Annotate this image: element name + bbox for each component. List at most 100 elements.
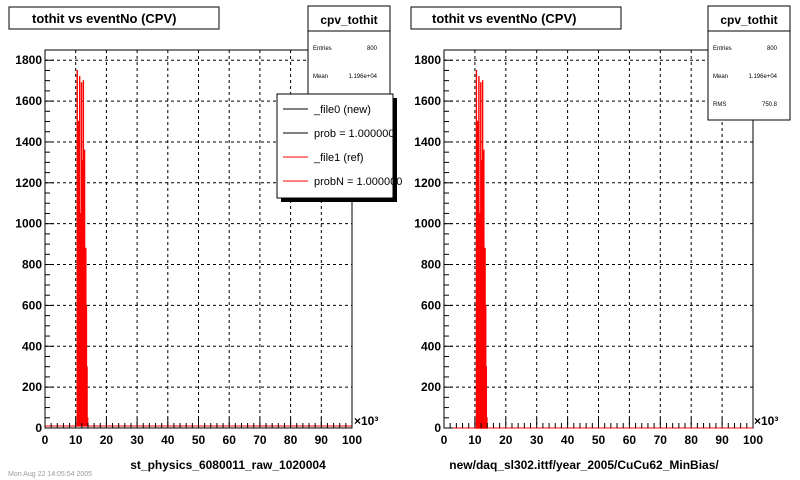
right-x-tick-label-0: 0 bbox=[441, 433, 448, 447]
right-stats-value-2: 750.8 bbox=[762, 102, 778, 108]
right-series-point bbox=[482, 339, 484, 341]
left-y-tick-label-9: 1800 bbox=[15, 53, 42, 67]
left-series-point bbox=[86, 366, 88, 368]
left-series-point bbox=[82, 80, 84, 82]
left-x-tick-label-7: 70 bbox=[253, 433, 267, 447]
left-series-point bbox=[85, 304, 88, 307]
right-pad: tothit vs eventNo (CPV) 0 10 20 30 40 50 60 70 8… bbox=[410, 5, 791, 472]
left-series-point bbox=[79, 75, 81, 78]
right-x-tick-label-7: 70 bbox=[654, 433, 668, 447]
left-y-tick-label-6: 1200 bbox=[15, 176, 42, 190]
right-series-point bbox=[480, 82, 482, 84]
right-y-tick-label-9: 1800 bbox=[414, 53, 441, 67]
left-series-point bbox=[85, 247, 87, 249]
left-stats-label-0: Entries bbox=[313, 46, 332, 52]
left-y-tick-label-8: 1600 bbox=[15, 94, 42, 108]
right-series-point bbox=[486, 417, 488, 419]
left-series-point bbox=[83, 339, 85, 341]
left-x-ticks: 0 10 20 30 40 50 60 70 80 90 100 bbox=[42, 418, 362, 447]
right-title: tothit vs eventNo (CPV) bbox=[432, 11, 576, 26]
right-stats-label-0: Entries bbox=[713, 46, 732, 52]
right-stats-box bbox=[707, 5, 791, 121]
left-series-point bbox=[81, 335, 83, 337]
right-title-box bbox=[410, 6, 622, 30]
left-title: tothit vs eventNo (CPV) bbox=[32, 11, 176, 26]
right-x-ticks: 0 10 20 30 40 50 60 70 80 90 100 bbox=[441, 418, 763, 447]
right-y-tick-label-2: 400 bbox=[421, 339, 441, 353]
footer-timestamp: Mon Aug 22 14:05:54 2005 bbox=[8, 471, 92, 478]
left-y-ticks: 0 200 400 600 800 1000 1200 1400 1600 1800 bbox=[15, 53, 54, 435]
right-y-tick-label-1: 200 bbox=[421, 380, 441, 394]
right-x-tick-label-6: 60 bbox=[623, 433, 637, 447]
right-series-point bbox=[485, 366, 487, 368]
right-x-multiplier: ×10³ bbox=[754, 414, 778, 428]
left-x-axis-label: st_physics_6080011_raw_1020004 bbox=[130, 458, 326, 472]
left-stats-label-1: Mean bbox=[313, 74, 328, 80]
left-series-point bbox=[82, 159, 84, 161]
right-series-point bbox=[485, 304, 487, 307]
right-x-tick-label-8: 80 bbox=[685, 433, 699, 447]
left-stats-title: cpv_tothit bbox=[320, 13, 377, 27]
right-x-tick-label-10: 100 bbox=[743, 433, 763, 447]
left-x-tick-label-3: 30 bbox=[130, 433, 144, 447]
left-y-tick-label-4: 800 bbox=[22, 258, 42, 272]
right-series-point bbox=[482, 80, 484, 82]
right-x-tick-label-2: 20 bbox=[499, 433, 513, 447]
left-series-line-0 bbox=[76, 70, 89, 427]
right-series-point bbox=[476, 345, 478, 347]
left-x-tick-label-1: 10 bbox=[69, 433, 83, 447]
left-x-tick-label-8: 80 bbox=[284, 433, 298, 447]
left-stats-value-1: 1.196e+04 bbox=[348, 74, 377, 80]
left-series-point bbox=[80, 212, 82, 215]
left-series-point bbox=[79, 341, 81, 343]
right-stats-value-0: 800 bbox=[767, 46, 778, 52]
right-y-tick-label-4: 800 bbox=[421, 258, 441, 272]
right-y-tick-label-6: 1200 bbox=[414, 176, 441, 190]
right-x-tick-label-3: 30 bbox=[530, 433, 544, 447]
right-x-tick-label-5: 50 bbox=[592, 433, 606, 447]
left-y-tick-label-2: 400 bbox=[22, 339, 42, 353]
right-series-point bbox=[480, 335, 482, 337]
left-y-tick-label-3: 600 bbox=[22, 298, 42, 312]
left-stats-box bbox=[307, 5, 391, 111]
right-series-line-0 bbox=[475, 70, 488, 429]
right-y-tick-label-5: 1000 bbox=[414, 217, 441, 231]
right-series-point bbox=[478, 75, 480, 78]
left-stats-value-0: 800 bbox=[367, 46, 378, 52]
right-y-tick-label-0: 0 bbox=[434, 421, 441, 435]
left-x-multiplier: ×10³ bbox=[354, 414, 378, 428]
left-series-point bbox=[78, 151, 80, 153]
right-x-axis-label: new/daq_sl302.ittf/year_2005/CuCu62_MinB… bbox=[449, 458, 719, 472]
right-series-point bbox=[477, 151, 479, 153]
right-series-point bbox=[475, 69, 478, 72]
right-series-point bbox=[484, 247, 486, 249]
left-series-point bbox=[77, 120, 80, 123]
right-series-point bbox=[481, 159, 483, 161]
right-x-tick-label-9: 90 bbox=[715, 433, 729, 447]
right-series-point bbox=[483, 149, 485, 151]
left-y-tick-label-0: 0 bbox=[35, 421, 42, 435]
right-stats-title: cpv_tothit bbox=[720, 13, 777, 27]
left-x-tick-label-2: 20 bbox=[100, 433, 114, 447]
right-stats-value-1: 1.196e+04 bbox=[748, 74, 777, 80]
right-series-point bbox=[477, 120, 479, 123]
right-x-tick-label-4: 40 bbox=[561, 433, 575, 447]
left-x-tick-label-4: 40 bbox=[161, 433, 175, 447]
right-x-tick-label-1: 10 bbox=[468, 433, 482, 447]
legend-label-0: _file0 (new) bbox=[313, 104, 371, 116]
left-series-point bbox=[76, 69, 78, 72]
right-series-point bbox=[483, 372, 486, 374]
left-x-tick-label-9: 90 bbox=[315, 433, 329, 447]
left-title-box bbox=[8, 6, 220, 30]
right-stats-label-2: RMS bbox=[713, 102, 726, 108]
left-series-point bbox=[84, 149, 86, 151]
left-x-tick-label-10: 100 bbox=[342, 433, 362, 447]
right-stats-label-1: Mean bbox=[713, 74, 728, 80]
left-series-point bbox=[77, 345, 79, 347]
right-y-ticks: 0 200 400 600 800 1000 1200 1400 1600 1800 bbox=[414, 53, 453, 435]
left-x-tick-label-5: 50 bbox=[192, 433, 206, 447]
left-series-point bbox=[80, 82, 83, 84]
left-legend-box[interactable] bbox=[276, 93, 394, 199]
legend-label-1: prob = 1.000000 bbox=[314, 128, 394, 140]
